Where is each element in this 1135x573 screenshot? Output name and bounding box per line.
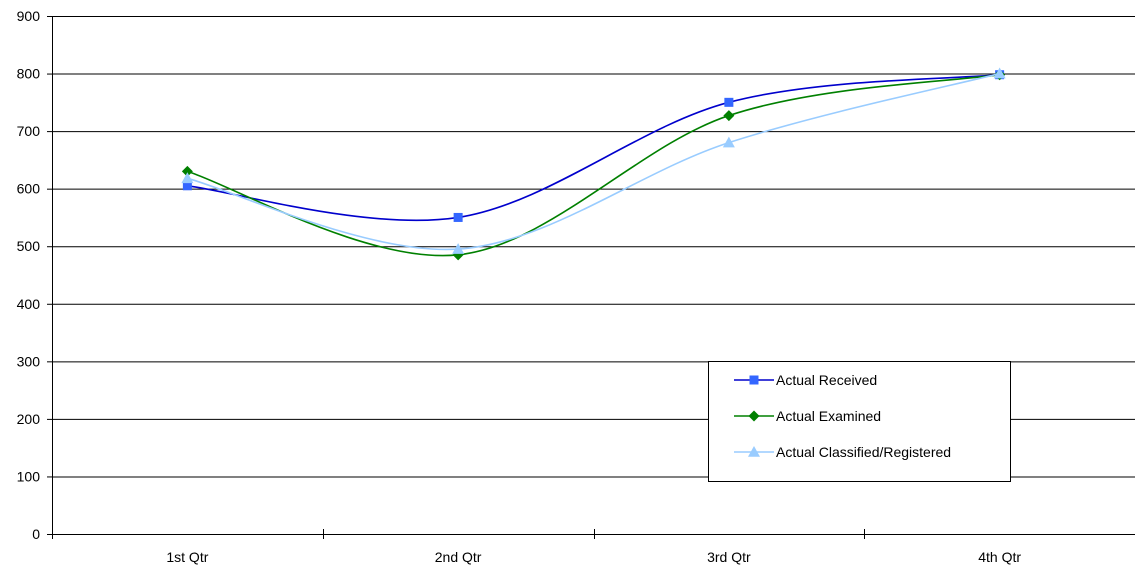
y-tick-label: 600 <box>17 181 41 197</box>
data-point <box>452 243 465 254</box>
y-tick-label: 700 <box>17 123 41 139</box>
legend-label: Actual Received <box>776 372 877 388</box>
y-tick-label: 100 <box>17 468 41 484</box>
series-line <box>187 73 1000 222</box>
series-1 <box>181 69 1006 261</box>
legend: Actual Received Actual Examined Actual Cla… <box>708 361 1011 482</box>
legend-item: Actual Classified/Registered <box>734 444 951 460</box>
data-point <box>723 110 735 122</box>
x-tick-label: 4th Qtr <box>978 549 1021 565</box>
data-point <box>182 181 192 191</box>
series-0 <box>182 70 1005 222</box>
legend-marker <box>748 410 760 422</box>
data-point <box>724 97 734 107</box>
y-tick-label: 400 <box>17 296 41 312</box>
data-point <box>181 172 194 184</box>
legend-item: Actual Examined <box>734 408 881 424</box>
y-tick-label: 200 <box>17 411 41 427</box>
data-point <box>181 165 193 177</box>
series-lines <box>181 67 1006 261</box>
series-line <box>187 72 1000 251</box>
data-point <box>453 212 463 222</box>
legend-label: Actual Examined <box>776 408 881 424</box>
y-tick-label: 800 <box>17 66 41 82</box>
y-tick-label: 500 <box>17 238 41 254</box>
y-tick-label: 0 <box>32 526 40 542</box>
y-tick-label: 900 <box>17 8 41 24</box>
legend-marker <box>748 446 760 457</box>
data-point <box>722 136 735 148</box>
series-2 <box>181 67 1006 254</box>
y-tick-label: 300 <box>17 353 41 369</box>
axes: 0 100 200 300 400 500 600 700 800 900 1st Qtr 2nd Q… <box>17 8 1135 565</box>
series-line <box>187 73 1000 257</box>
data-point <box>993 67 1006 79</box>
x-tick-label: 3rd Qtr <box>707 549 751 565</box>
legend-label: Actual Classified/Registered <box>776 444 951 460</box>
legend-item: Actual Received <box>734 372 877 388</box>
x-tick-label: 2nd Qtr <box>435 549 482 565</box>
legend-marker <box>749 375 759 385</box>
x-tick-label: 1st Qtr <box>166 549 208 565</box>
legend-box <box>708 361 1011 482</box>
